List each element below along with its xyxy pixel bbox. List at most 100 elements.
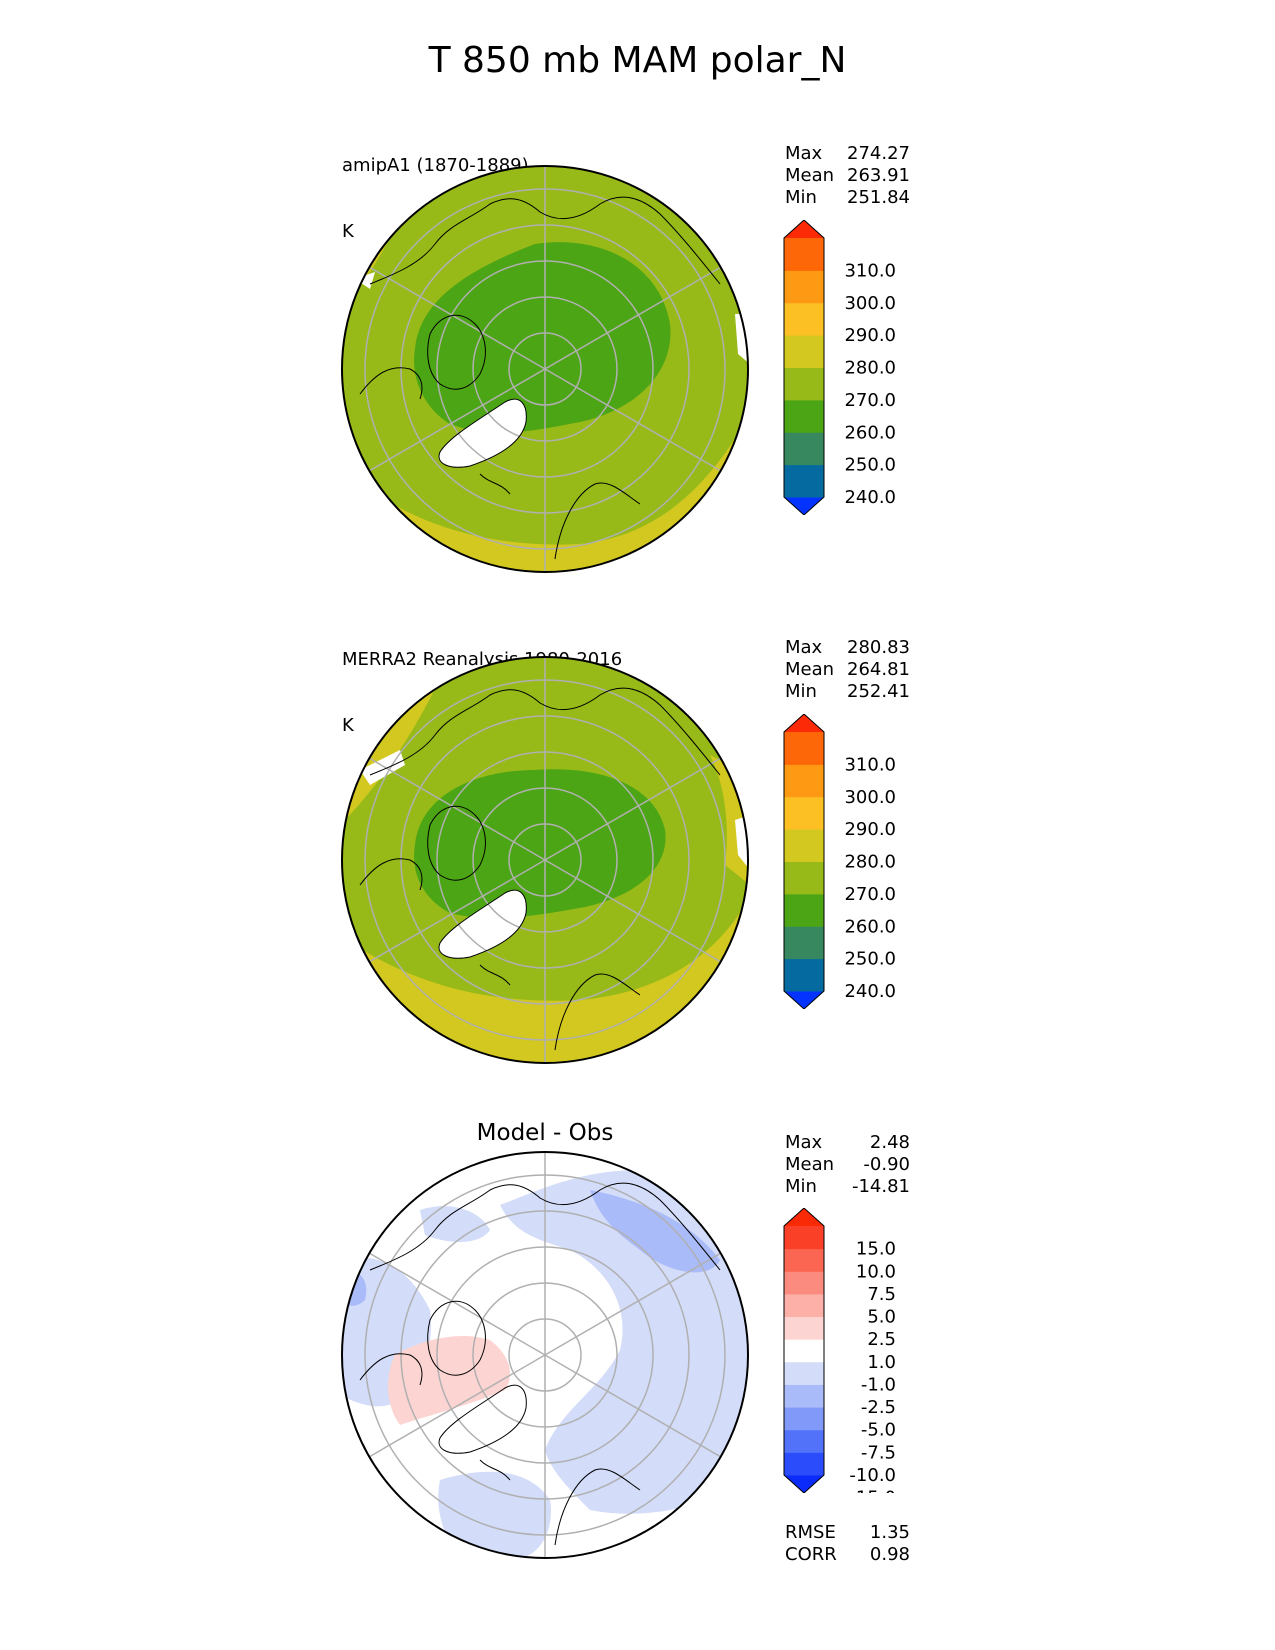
colorbar-tick-label: 270.0 [844,390,896,411]
stats-box-reference: Max 280.83 Mean 264.81 Min 252.41 [785,637,910,703]
map-boundary [341,1151,749,1559]
field-fill-cold-core [414,242,671,433]
stat-row: Mean 263.91 [785,165,910,187]
colorbar-outline [783,220,825,515]
greenland-mask [439,399,527,468]
colorbar-tick-label: 290.0 [844,819,896,840]
colorbar-extension-low [784,991,824,1009]
colorbar-tick-label: 240.0 [844,981,896,1002]
stat-value: 274.27 [847,143,910,164]
metric-value: 0.98 [869,1544,910,1565]
field-fill-neg [438,1471,551,1558]
colorbar-segment [784,1452,824,1476]
colorbar-tick-label: 250.0 [844,455,896,476]
colorbar-reference: 310.0 300.0 290.0 280.0 270.0 260.0 250.0 240.0… [783,714,896,1009]
stat-row: Mean 264.81 [785,659,910,681]
colorbar-tick-label: 290.0 [844,325,896,346]
colorbar-extension-low [784,497,824,515]
stat-value: 2.48 [869,1132,910,1153]
colorbar-segment [784,1429,824,1453]
colorbar-segment [784,1384,824,1408]
colorbar-tick-label: 270.0 [844,884,896,905]
stat-row: Min -14.81 [785,1176,910,1198]
colorbar-tick-label: 15.0 [856,1239,896,1260]
colorbar-tick-label: 280.0 [844,852,896,873]
colorbar-segment [784,764,824,798]
coastlines [359,196,721,560]
colorbar-segment [784,893,824,927]
stat-label: Mean [785,1154,835,1175]
colorbar-tick-label: 240.0 [844,487,896,508]
missing-data-patch [355,272,375,289]
greenland-mask [439,890,527,959]
colorbar-tick-label: 5.0 [867,1307,896,1328]
map-boundary [341,656,749,1064]
colorbar-segment [784,796,824,830]
coastlines [359,687,721,1051]
field-fill-warm-band [342,414,748,572]
field-fill-neg [420,1206,490,1242]
panel-units-line: K [342,715,354,736]
colorbar-tick-label: 280.0 [844,358,896,379]
colorbar-tick-label: 310.0 [844,260,896,281]
field-fill-cold-core [414,769,666,919]
panel-units-line: K [342,221,354,242]
polar-map-difference [341,1151,749,1559]
stat-row: Max 280.83 [785,637,910,659]
graticule [364,166,726,572]
colorbar-extension-high [784,714,824,732]
stat-value: 280.83 [847,637,910,658]
metric-label: CORR [785,1544,837,1565]
colorbar-tick-label: -1.0 [861,1374,896,1395]
colorbar-segment [784,367,824,401]
metric-row: RMSE 1.35 [785,1522,910,1544]
colorbar-tick-label: 1.0 [867,1352,896,1373]
stat-label: Max [785,143,823,164]
colorbar-tick-label: -5.0 [861,1420,896,1441]
stat-label: Max [785,637,823,658]
missing-data-patch [360,750,405,785]
colorbar-tick-label: 2.5 [867,1329,896,1350]
colorbar-tick-label: 10.0 [856,1261,896,1282]
colorbar-segment [784,1316,824,1340]
stat-row: Mean -0.90 [785,1154,910,1176]
stat-row: Max 274.27 [785,143,910,165]
colorbar-segment [784,926,824,960]
field-fill-pos [388,1335,510,1425]
stat-value: 252.41 [847,681,910,702]
graticule [364,1152,726,1558]
colorbar-segment [784,829,824,862]
colorbar-tick-label: 300.0 [844,787,896,808]
colorbar-segment [784,1361,824,1385]
colorbar-segment [784,1339,824,1363]
coastlines [359,1182,721,1546]
colorbar-extension-high [784,1208,824,1226]
colorbar-segment [784,1248,824,1272]
stats-box-difference: Max 2.48 Mean -0.90 Min -14.81 [785,1132,910,1198]
stat-row: Max 2.48 [785,1132,910,1154]
metric-label: RMSE [785,1522,836,1543]
colorbar-segment [784,1293,824,1318]
colorbar-segment [784,399,824,433]
difference-panel-title: Model - Obs [476,1120,614,1146]
stat-value: 251.84 [847,187,910,208]
colorbar-test: 310.0 300.0 290.0 280.0 270.0 260.0 250.0 240.0… [783,220,896,515]
colorbar-segment [784,432,824,466]
colorbar-segment [784,464,824,498]
stat-value: -14.81 [851,1176,910,1197]
stat-row: Min 252.41 [785,681,910,703]
colorbar-segment [784,1271,824,1295]
colorbar-segment [784,302,824,336]
colorbar-tick-label: -10.0 [849,1465,896,1486]
field-fill-warm-band [342,895,748,1063]
colorbar-tick-label: 7.5 [867,1284,896,1305]
colorbar-tick-label: -15.0 [849,1488,896,1493]
colorbar-tick-label: -7.5 [861,1442,896,1463]
colorbar-segment [784,238,824,271]
stats-box-test: Max 274.27 Mean 263.91 Min 251.84 [785,143,910,209]
colorbar-segment [784,958,824,992]
colorbar-segment [784,861,824,895]
stat-value: 263.91 [847,165,910,186]
stat-value: -0.90 [863,1154,910,1175]
colorbar-outline [783,714,825,1009]
